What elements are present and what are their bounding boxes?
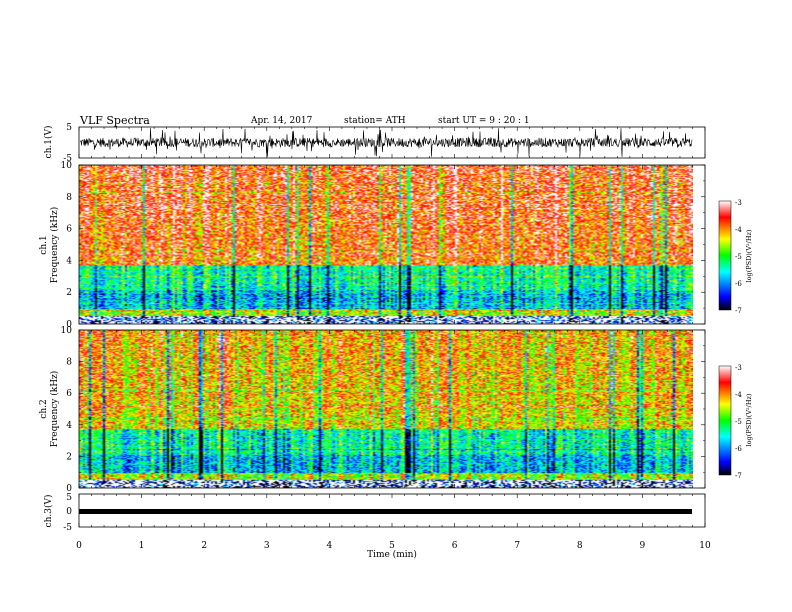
ch1-waveform-ticks (78, 127, 706, 158)
ch3-ytick-bottom: -5 (63, 523, 72, 533)
ch2-colorbar: -3 -4 -5 -6 -7 log(PSD)(V²/Hz) (718, 364, 753, 480)
x-axis-label: Time (min) (367, 549, 417, 560)
ch3-ylabel: ch.3(V) (43, 495, 54, 528)
x-tick-label: 3 (264, 541, 270, 551)
ch1-spec-ylabel-channel: ch.1 (39, 235, 49, 254)
x-tick-label: 0 (76, 541, 82, 551)
ch1-freq-ticks: 0 2 4 6 8 10 (61, 161, 705, 330)
ch1-spectrogram-image (79, 165, 693, 324)
x-tick-label: 4 (327, 541, 333, 551)
ch2-spec-ylabel-channel: ch.2 (39, 399, 49, 418)
figure-title: VLF Spectra (79, 114, 150, 127)
ch3-ytick-mid: 0 (66, 507, 72, 517)
x-tick-label: 7 (514, 541, 520, 551)
frequency-tick-label: 4 (66, 256, 72, 266)
x-tick-label: 9 (640, 541, 646, 551)
x-tick-label: 1 (139, 541, 145, 551)
frequency-tick-label: 6 (66, 389, 72, 399)
frequency-tick-label: 0 (66, 320, 72, 330)
start-time-label: start UT = 9 : 20 : 1 (438, 116, 530, 126)
x-tick-label: 2 (201, 541, 207, 551)
ch1-ytick-bottom: -5 (63, 154, 72, 164)
ch1-colorbar: -3 -4 -5 -6 -7 log(PSD)(V²/Hz) (718, 199, 753, 315)
ch3-waveform-trace (79, 509, 692, 514)
frequency-tick-label: 8 (66, 193, 72, 203)
ch2-spectrogram-panel: 0 2 4 6 8 10 ch.2 Frequency (kHz) (39, 326, 706, 494)
ch2-spectrogram-image (79, 330, 693, 488)
ch2-cb-tick-3: -3 (735, 364, 742, 372)
ch1-ylabel: ch.1(V) (43, 126, 54, 159)
x-axis-tick-labels: 0 1 2 3 4 5 6 7 8 9 10 (76, 541, 711, 551)
ch3-waveform-panel: 5 0 -5 ch.3(V) (43, 493, 706, 533)
frequency-tick-label: 8 (66, 358, 72, 368)
frequency-tick-label: 2 (66, 452, 72, 462)
ch2-spec-ylabel-frequency: Frequency (kHz) (49, 371, 60, 448)
ch2-cb-tick-4: -4 (735, 391, 742, 399)
frequency-tick-label: 2 (66, 288, 72, 298)
x-tick-label: 6 (452, 541, 458, 551)
ch1-waveform-trace (79, 127, 693, 157)
station-label: station= ATH (344, 116, 406, 126)
frequency-tick-label: 4 (66, 421, 72, 431)
ch1-colorbar-label: log(PSD)(V²/Hz) (745, 229, 753, 282)
ch1-cb-tick-7: -7 (735, 307, 742, 315)
frequency-tick-label: 0 (66, 484, 72, 494)
ch1-cb-tick-4: -4 (735, 226, 742, 234)
ch1-cb-tick-6: -6 (735, 280, 742, 288)
ch1-ytick-top: 5 (66, 123, 72, 133)
ch3-waveform-ticks (78, 494, 706, 527)
x-tick-label: 8 (577, 541, 583, 551)
ch2-cb-tick-5: -5 (735, 418, 742, 426)
ch2-freq-ticks: 0 2 4 6 8 10 (61, 326, 705, 494)
ch2-spectrogram-xticks (78, 330, 706, 488)
ch1-waveform-panel: 5 -5 ch.1(V) (43, 123, 706, 164)
x-tick-label: 10 (699, 541, 711, 551)
ch2-cb-tick-7: -7 (735, 472, 742, 480)
ch2-colorbar-label: log(PSD)(V²/Hz) (745, 393, 753, 446)
ch3-ytick-top: 5 (66, 493, 72, 503)
ch1-spec-ylabel-frequency: Frequency (kHz) (49, 207, 60, 284)
ch2-colorbar-bar (718, 365, 732, 476)
ch1-spectrogram-xticks (78, 165, 706, 324)
frequency-tick-label: 6 (66, 225, 72, 235)
frequency-tick-label: 10 (61, 161, 73, 171)
frequency-tick-label: 10 (61, 326, 73, 336)
ch1-spectrogram-panel: 0 2 4 6 8 10 ch.1 Frequency (kHz) (39, 161, 706, 330)
ch2-cb-tick-6: -6 (735, 445, 742, 453)
ch1-cb-tick-5: -5 (735, 253, 742, 261)
ch1-colorbar-bar (718, 200, 732, 311)
x-tick-label: 5 (389, 541, 395, 551)
ch1-cb-tick-3: -3 (735, 199, 742, 207)
date-label: Apr. 14, 2017 (250, 116, 313, 126)
